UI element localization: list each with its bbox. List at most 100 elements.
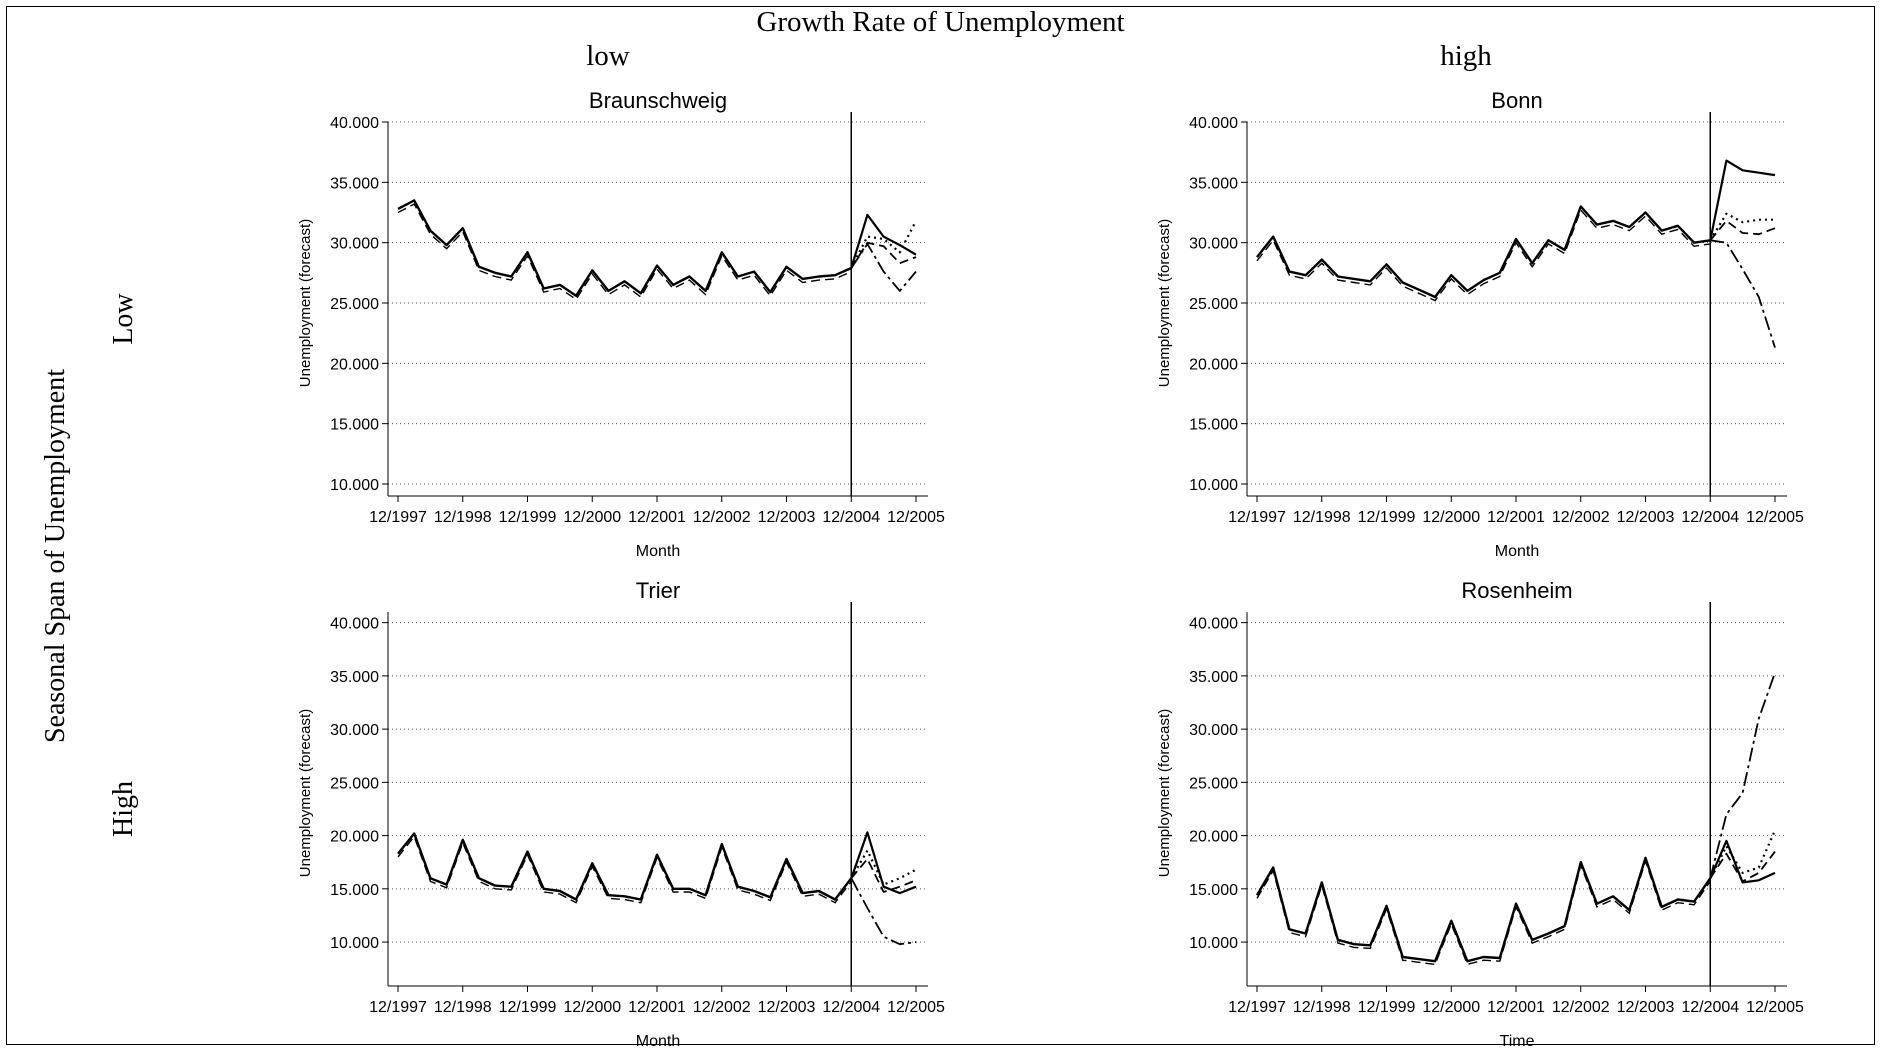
series-line-history-alt xyxy=(1256,208,1711,302)
y-tick-label: 20.000 xyxy=(1189,829,1238,846)
x-tick-label: 12/1998 xyxy=(1293,509,1351,526)
series-line-forecast-dotted xyxy=(850,220,917,269)
x-axis-label: Month xyxy=(1495,543,1539,560)
y-tick-label: 25.000 xyxy=(330,775,379,792)
x-tick-label: 12/2004 xyxy=(822,509,880,526)
y-tick-label: 20.000 xyxy=(330,356,379,373)
y-tick-label: 30.000 xyxy=(1189,236,1238,253)
chart-title: Trier xyxy=(636,578,680,603)
y-tick-label: 15.000 xyxy=(330,417,379,434)
chart-panel-braunschweig: Braunschweig 10.000 15.000 20.000 25.000 30.0… xyxy=(297,88,945,560)
x-tick-label: 12/2005 xyxy=(1746,509,1804,526)
series-line-forecast-solid xyxy=(850,831,917,895)
x-tick-label: 12/2001 xyxy=(628,509,686,526)
x-axis-label: Month xyxy=(636,1033,680,1050)
chart-title: Braunschweig xyxy=(589,88,727,113)
x-tick-label: 12/2004 xyxy=(1681,509,1739,526)
x-tick-label: 12/1997 xyxy=(1228,999,1286,1016)
y-tick-label: 15.000 xyxy=(1189,417,1238,434)
series-line-history xyxy=(397,199,852,297)
x-tick-label: 12/2000 xyxy=(1422,999,1480,1016)
y-tick-label: 40.000 xyxy=(1189,115,1238,132)
y-axis-label: Unemployment (forecast) xyxy=(297,709,314,877)
y-axis-label: Unemployment (forecast) xyxy=(1156,709,1173,877)
y-tick-label: 20.000 xyxy=(330,829,379,846)
series-line-forecast-dashdot xyxy=(850,877,917,946)
series-line-history xyxy=(397,832,853,901)
series-line-forecast-dashed xyxy=(850,241,917,269)
x-tick-label: 12/2005 xyxy=(1746,999,1804,1016)
x-tick-label: 12/2003 xyxy=(758,999,816,1016)
y-tick-label: 35.000 xyxy=(1189,669,1238,686)
x-tick-label: 12/1997 xyxy=(1228,509,1286,526)
x-tick-label: 12/1999 xyxy=(1358,999,1416,1016)
y-tick-label: 10.000 xyxy=(1189,477,1238,494)
series-line-forecast-dashed xyxy=(1709,219,1776,241)
series-line-history-alt xyxy=(397,203,852,301)
figure-frame xyxy=(6,6,1875,1045)
series-line-forecast-solid xyxy=(850,213,917,269)
x-tick-label: 12/1998 xyxy=(434,509,492,526)
x-tick-label: 12/1998 xyxy=(434,999,492,1016)
x-tick-label: 12/2003 xyxy=(1617,999,1675,1016)
y-tick-label: 25.000 xyxy=(1189,775,1238,792)
x-tick-label: 12/2002 xyxy=(1552,509,1610,526)
series-line-forecast-dotted xyxy=(1709,829,1777,879)
x-tick-label: 12/1997 xyxy=(369,999,427,1016)
x-axis-label: Month xyxy=(636,543,680,560)
y-tick-label: 25.000 xyxy=(330,296,379,313)
y-tick-label: 30.000 xyxy=(330,722,379,739)
y-tick-label: 30.000 xyxy=(1189,722,1238,739)
y-tick-label: 35.000 xyxy=(1189,175,1238,192)
y-tick-label: 25.000 xyxy=(1189,296,1238,313)
x-tick-label: 12/2000 xyxy=(563,999,621,1016)
figure-title: Growth Rate of Unemployment xyxy=(756,6,1125,38)
series-line-history xyxy=(1255,856,1712,963)
y-tick-label: 35.000 xyxy=(330,669,379,686)
y-tick-label: 15.000 xyxy=(1189,882,1238,899)
x-tick-label: 12/2001 xyxy=(1487,999,1545,1016)
column-heading-low: low xyxy=(586,40,630,72)
chart-title: Bonn xyxy=(1491,88,1542,113)
y-tick-label: 35.000 xyxy=(330,175,379,192)
x-tick-label: 12/2001 xyxy=(1487,509,1545,526)
y-tick-label: 40.000 xyxy=(330,616,379,633)
y-axis-label: Unemployment (forecast) xyxy=(1156,219,1173,387)
series-line-forecast-dashed xyxy=(850,858,917,893)
y-tick-label: 20.000 xyxy=(1189,356,1238,373)
x-tick-label: 12/2000 xyxy=(563,509,621,526)
y-tick-label: 10.000 xyxy=(1189,935,1238,952)
chart-panel-rosenheim: Rosenheim 10.000 15.000 20.000 25.000 30.000 3… xyxy=(1156,578,1804,1050)
series-line-history-alt xyxy=(1256,858,1711,966)
x-tick-label: 12/2004 xyxy=(822,999,880,1016)
x-tick-label: 12/2000 xyxy=(1422,509,1480,526)
series-line-history-alt xyxy=(397,835,852,904)
x-tick-label: 12/1998 xyxy=(1293,999,1351,1016)
series-line-forecast-dashdot xyxy=(1709,672,1776,879)
y-tick-label: 10.000 xyxy=(330,477,379,494)
x-tick-label: 12/2001 xyxy=(628,999,686,1016)
y-tick-label: 40.000 xyxy=(330,115,379,132)
x-tick-label: 12/2004 xyxy=(1681,999,1739,1016)
x-tick-label: 12/2005 xyxy=(887,509,945,526)
series-line-forecast-dashed xyxy=(1709,851,1776,883)
x-tick-label: 12/1999 xyxy=(1358,509,1416,526)
series-line-history xyxy=(1256,205,1711,299)
column-heading-high: high xyxy=(1440,40,1492,72)
x-tick-label: 12/1997 xyxy=(369,509,427,526)
y-tick-label: 10.000 xyxy=(330,935,379,952)
y-tick-label: 40.000 xyxy=(1189,616,1238,633)
series-line-forecast-solid xyxy=(1709,839,1776,884)
series-line-forecast-dashdot xyxy=(850,242,917,292)
x-tick-label: 12/2002 xyxy=(1552,999,1610,1016)
y-axis-label: Unemployment (forecast) xyxy=(297,219,314,387)
x-axis-label: Time xyxy=(1500,1033,1535,1050)
x-tick-label: 12/1999 xyxy=(499,509,557,526)
x-tick-label: 12/2003 xyxy=(758,509,816,526)
chart-panel-bonn: Bonn 10.000 15.000 20.000 25.000 30.000 35.000… xyxy=(1156,88,1804,560)
series-line-forecast-solid xyxy=(1709,159,1776,241)
x-tick-label: 12/2003 xyxy=(1617,509,1675,526)
y-tick-label: 30.000 xyxy=(330,236,379,253)
series-line-forecast-dotted xyxy=(1709,212,1775,241)
